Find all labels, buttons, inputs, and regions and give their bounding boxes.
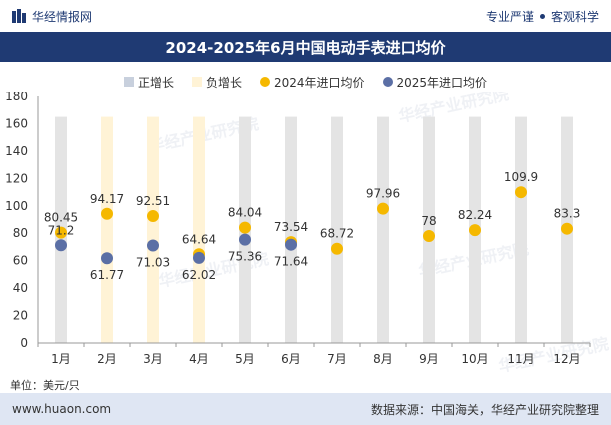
watermark-text: 华经产业研究院 — [397, 92, 511, 126]
point-2024 — [239, 221, 251, 234]
data-label-2025: 61.77 — [90, 268, 124, 282]
background-bar — [147, 116, 159, 343]
background-bar — [331, 116, 343, 343]
data-label-2024: 78 — [421, 214, 436, 228]
legend-label-2024: 2024年进口均价 — [273, 75, 365, 90]
header-tags: 专业严谨 客观科学 — [486, 8, 599, 25]
x-tick-label: 11月 — [507, 352, 534, 366]
point-2025 — [101, 252, 113, 265]
data-label-2025: 75.36 — [228, 250, 262, 264]
brand: 华经情报网 — [12, 8, 92, 25]
background-bar — [193, 116, 205, 343]
data-label-2024: 68.72 — [320, 227, 354, 241]
y-tick-label: 20 — [13, 309, 28, 323]
x-tick-label: 5月 — [235, 352, 255, 366]
point-2024 — [423, 229, 435, 242]
y-tick-label: 140 — [5, 144, 28, 158]
data-label-2024: 109.9 — [504, 170, 538, 184]
point-2025 — [147, 239, 159, 252]
legend-swatch-negative — [191, 77, 202, 87]
background-bar — [515, 116, 527, 343]
point-2025 — [193, 251, 205, 264]
x-tick-label: 1月 — [51, 352, 71, 366]
legend-label-positive: 正增长 — [137, 75, 174, 90]
legend-item-2024: 2024年进口均价 — [259, 74, 365, 91]
x-tick-label: 8月 — [373, 352, 393, 366]
point-2024 — [331, 242, 343, 255]
point-2024 — [469, 224, 481, 237]
footer: www.huaon.com 数据来源：中国海关，华经产业研究院整理 — [0, 393, 611, 425]
data-label-2024: 83.3 — [554, 207, 581, 221]
brand-logo-icon — [12, 9, 26, 23]
data-label-2024: 64.64 — [182, 232, 216, 246]
unit-label: 单位：美元/只 — [10, 379, 80, 392]
separator-dot-icon — [539, 13, 545, 19]
x-tick-label: 12月 — [553, 352, 580, 366]
y-tick-label: 100 — [5, 199, 28, 213]
y-tick-label: 40 — [13, 281, 28, 295]
background-bar — [285, 116, 297, 343]
x-tick-label: 6月 — [281, 352, 301, 366]
x-tick-label: 10月 — [461, 352, 488, 366]
footer-source: 数据来源：中国海关，华经产业研究院整理 — [370, 402, 599, 417]
y-tick-label: 180 — [5, 92, 28, 103]
data-label-2025: 62.02 — [182, 268, 216, 282]
point-2024 — [147, 210, 159, 223]
data-label-2025: 71.2 — [48, 223, 75, 237]
background-bar — [423, 116, 435, 343]
y-tick-label: 120 — [5, 171, 28, 185]
data-label-2024: 94.17 — [90, 192, 124, 206]
legend-item-2025: 2025年进口均价 — [382, 74, 488, 91]
data-label-2024: 82.24 — [458, 208, 492, 222]
point-2024 — [55, 226, 67, 239]
y-tick-label: 0 — [20, 336, 28, 350]
point-2024 — [101, 207, 113, 220]
point-2024 — [515, 186, 527, 199]
tag-right: 客观科学 — [550, 9, 599, 24]
legend-item-negative: 负增长 — [191, 74, 242, 91]
legend-item-positive: 正增长 — [123, 74, 174, 91]
footer-website: www.huaon.com — [12, 402, 112, 416]
data-label-2024: 92.51 — [136, 194, 170, 208]
x-tick-label: 3月 — [143, 352, 163, 366]
point-2024 — [561, 222, 573, 235]
chart-title: 2024-2025年6月中国电动手表进口均价 — [165, 38, 446, 57]
legend-label-negative: 负增长 — [205, 75, 242, 90]
title-bar: 2024-2025年6月中国电动手表进口均价 — [0, 32, 611, 62]
data-label-2024: 97.96 — [366, 187, 400, 201]
legend-swatch-2025 — [382, 77, 393, 87]
data-label-2024: 73.54 — [274, 220, 308, 234]
legend-swatch-positive — [123, 77, 134, 87]
background-bar — [377, 116, 389, 343]
tag-left: 专业严谨 — [485, 9, 534, 24]
legend-label-2025: 2025年进口均价 — [396, 75, 488, 90]
brand-name: 华经情报网 — [32, 9, 93, 24]
x-tick-label: 2月 — [97, 352, 117, 366]
data-label-2024: 84.04 — [228, 206, 262, 220]
legend-swatch-2024 — [259, 77, 270, 87]
point-2025 — [285, 238, 297, 251]
y-tick-label: 160 — [5, 116, 28, 130]
x-tick-label: 9月 — [419, 352, 439, 366]
data-label-2025: 71.03 — [136, 256, 170, 270]
point-2025 — [55, 239, 67, 252]
data-label-2025: 71.64 — [274, 255, 308, 269]
y-tick-label: 80 — [13, 226, 28, 240]
legend: 正增长 负增长 2024年进口均价 2025年进口均价 — [0, 72, 611, 92]
point-2024 — [377, 202, 389, 215]
x-tick-label: 4月 — [189, 352, 209, 366]
chart-plot: 华经产业研究院华经产业研究院华经产业研究院华经产业研究院华经产业研究院02040… — [5, 92, 610, 376]
background-bar — [101, 116, 113, 343]
x-tick-label: 7月 — [327, 352, 347, 366]
y-tick-label: 60 — [13, 254, 28, 268]
top-bar: 华经情报网 专业严谨 客观科学 — [0, 0, 611, 32]
point-2025 — [239, 233, 251, 246]
data-label-2024: 80.45 — [44, 211, 78, 225]
